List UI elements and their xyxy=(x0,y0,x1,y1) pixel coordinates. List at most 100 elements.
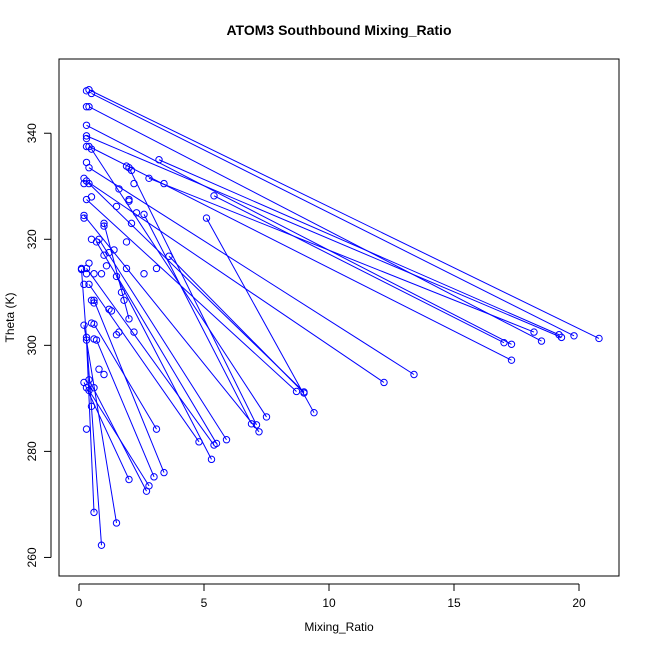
data-point xyxy=(570,332,578,340)
data-point xyxy=(97,541,106,549)
y-tick-label: 300 xyxy=(25,335,39,355)
data-point xyxy=(97,270,106,278)
x-tick-label: 20 xyxy=(572,596,586,610)
data-point xyxy=(82,333,91,342)
x-tick-label: 0 xyxy=(76,596,83,610)
data-point xyxy=(87,319,96,327)
data-segment xyxy=(98,239,227,440)
data-point xyxy=(80,211,88,220)
data-point xyxy=(80,179,88,188)
data-point xyxy=(145,174,153,183)
data-point xyxy=(82,336,91,344)
data-point xyxy=(127,166,136,175)
data-point xyxy=(117,288,126,297)
data-segment xyxy=(86,199,297,392)
data-segment xyxy=(83,325,117,524)
line-segments xyxy=(81,89,600,546)
data-point xyxy=(100,219,108,228)
y-axis-label: Theta (K) xyxy=(3,292,17,342)
data-point xyxy=(80,174,88,183)
data-segment xyxy=(86,340,95,513)
data-point xyxy=(80,321,88,329)
x-tick-label: 10 xyxy=(322,596,336,610)
data-point xyxy=(125,475,133,484)
data-point xyxy=(165,252,173,260)
data-point xyxy=(145,482,153,490)
data-segment xyxy=(143,214,252,425)
data-point xyxy=(77,264,86,273)
data-point xyxy=(90,296,98,304)
chart-title: ATOM3 Southbound Mixing_Ratio xyxy=(226,22,451,38)
data-segment xyxy=(93,323,157,430)
data-point xyxy=(222,436,231,444)
data-point xyxy=(82,87,91,95)
data-point xyxy=(292,387,301,396)
data-point xyxy=(82,142,91,151)
data-point xyxy=(262,413,271,421)
data-segment xyxy=(86,124,512,345)
data-segment xyxy=(88,89,600,339)
data-point xyxy=(82,134,91,143)
y-tick-label: 260 xyxy=(25,547,39,567)
data-point xyxy=(87,235,96,243)
data-segment xyxy=(91,148,267,418)
data-segment xyxy=(91,93,575,337)
data-point xyxy=(537,337,546,345)
data-segment xyxy=(96,241,217,444)
data-point xyxy=(530,328,538,336)
data-segment xyxy=(88,167,415,375)
data-point xyxy=(300,389,308,397)
data-point xyxy=(90,384,98,392)
data-segment xyxy=(96,339,155,478)
x-axis: 0 5 10 15 20 xyxy=(76,583,586,610)
data-point xyxy=(100,251,108,259)
data-segment xyxy=(116,276,212,460)
data-point xyxy=(130,328,138,336)
data-point xyxy=(595,334,603,343)
data-point xyxy=(122,264,131,273)
data-point xyxy=(207,455,216,464)
data-segment xyxy=(168,255,305,394)
data-point xyxy=(87,402,96,411)
data-point xyxy=(112,272,121,281)
data-point xyxy=(140,210,148,219)
data-point xyxy=(150,473,158,481)
data-point xyxy=(90,508,98,517)
data-point xyxy=(247,420,256,428)
data-point xyxy=(160,179,168,188)
data-segment xyxy=(88,284,200,443)
data-point xyxy=(95,365,103,373)
data-segment xyxy=(86,135,562,338)
data-point xyxy=(210,192,218,200)
data-point xyxy=(125,197,133,205)
data-point xyxy=(85,259,93,267)
data-point xyxy=(112,519,121,527)
data-point xyxy=(90,270,98,278)
data-point xyxy=(310,408,318,417)
data-point xyxy=(125,315,133,323)
data-point xyxy=(132,209,141,217)
data-segment xyxy=(88,390,150,487)
data-point xyxy=(82,103,91,111)
data-point xyxy=(102,262,111,270)
data-point xyxy=(82,384,91,392)
data-point xyxy=(500,338,508,347)
data-point xyxy=(82,132,91,140)
data-point xyxy=(140,270,148,278)
data-point xyxy=(82,270,91,278)
data-segment xyxy=(83,382,130,480)
data-point xyxy=(202,214,211,222)
data-point xyxy=(112,202,121,211)
data-point xyxy=(507,356,516,364)
data-segment xyxy=(158,159,560,336)
data-point xyxy=(82,425,91,433)
data-point xyxy=(507,340,516,348)
data-segment xyxy=(81,269,102,546)
data-point xyxy=(107,307,116,315)
data-point xyxy=(127,219,136,228)
data-point xyxy=(155,156,163,164)
data-segment xyxy=(86,180,385,383)
x-tick-label: 5 xyxy=(201,596,208,610)
y-axis: 260 280 300 320 340 xyxy=(25,123,52,567)
